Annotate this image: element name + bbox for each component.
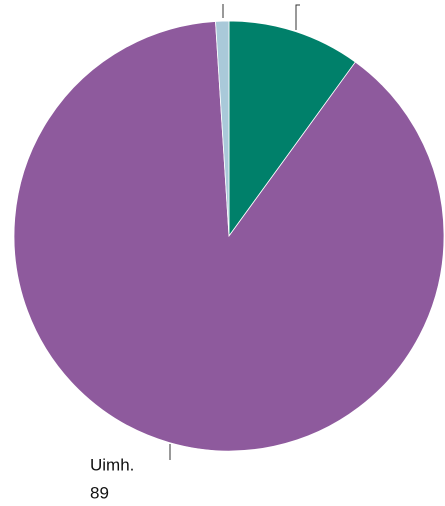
leader-lines [169, 4, 300, 460]
pie-slice [13, 20, 445, 452]
leader-line [295, 4, 300, 30]
pie-slice [228, 20, 356, 238]
pie-slice [215, 20, 230, 237]
slice-value: 89 [90, 483, 109, 502]
slice-label: Uimh. [90, 455, 134, 474]
